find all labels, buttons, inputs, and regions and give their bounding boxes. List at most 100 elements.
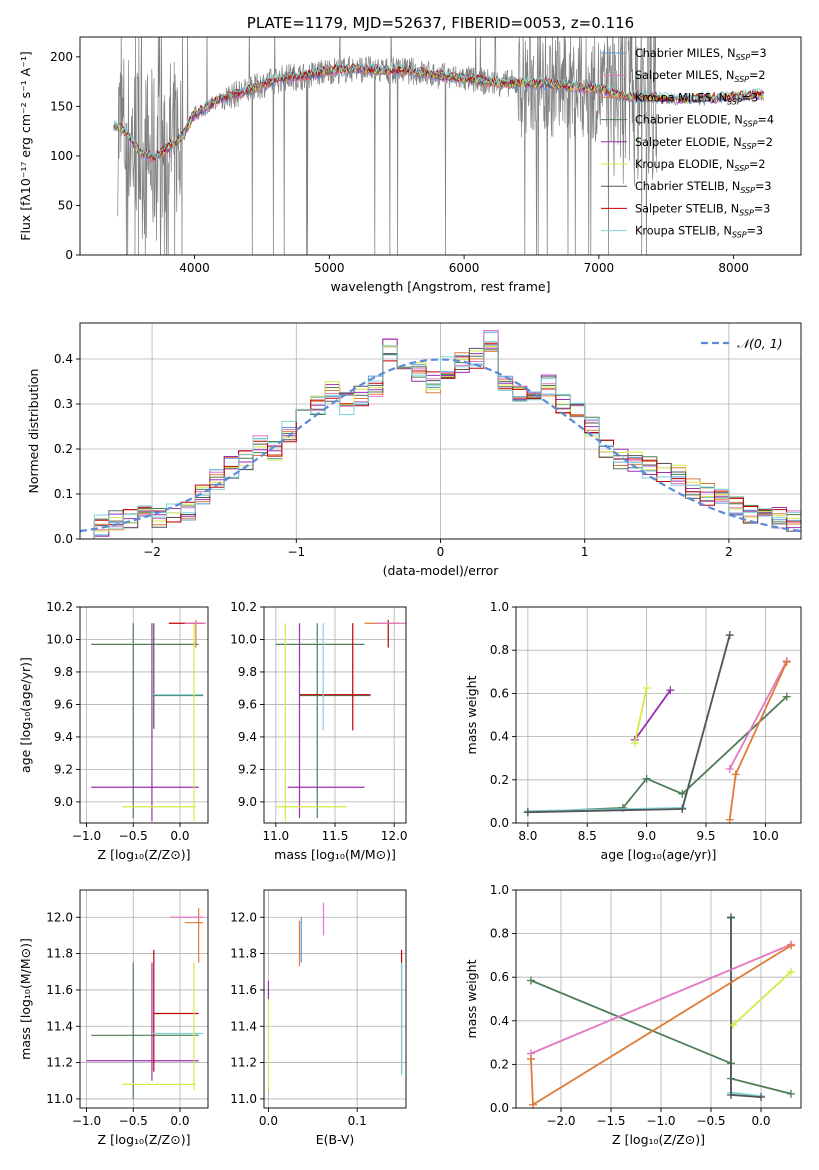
y-axis-label: Normed distribution — [26, 369, 41, 494]
x-tick-label: 11.5 — [322, 829, 349, 843]
y-axis-label: Flux [fλ10⁻¹⁷ erg cm⁻² s⁻¹ A⁻¹] — [18, 51, 33, 240]
x-axis-label: Z [log₁₀(Z/Z⊙)] — [98, 847, 191, 862]
x-tick-label: −1.0 — [72, 1114, 101, 1128]
residuals-panel: 𝒩(0, 1) −2 −1 0 1 2 0.0 0.1 0.2 0.3 0.4 (data-model… — [26, 322, 802, 578]
axes-frame — [263, 889, 407, 1109]
model-spectrum-line — [113, 62, 765, 158]
mass-vs-ebv-panel: 0.0 0.1 11.0 11.2 11.4 11.6 11.8 12.0 E(B-V) — [230, 889, 407, 1147]
mass-vs-Z-panel: −1.0 −0.5 0.0 11.0 11.2 11.4 11.6 11.8 12.0 Z [lo… — [18, 889, 209, 1147]
mass-weight-point — [787, 967, 795, 976]
y-tick-label: 11.4 — [230, 1019, 257, 1033]
mass-weight-series-line — [527, 634, 731, 812]
y-tick-label: 9.0 — [54, 795, 73, 809]
y-tick-label: 11.2 — [230, 1056, 257, 1070]
x-tick-label: −1.5 — [596, 1114, 625, 1128]
y-tick-label: 9.8 — [238, 665, 257, 679]
y-tick-label: 9.2 — [54, 762, 73, 776]
y-axis-label: mass weight — [464, 675, 479, 754]
x-tick-label: 8000 — [718, 261, 749, 275]
y-tick-label: 0.2 — [54, 442, 73, 456]
legend-label: Kroupa STELIB, NSSP=3 — [635, 225, 763, 240]
y-tick-label: 0 — [65, 248, 73, 262]
x-tick-label: 0.0 — [259, 1114, 278, 1128]
x-axis-label: mass [log₁₀(M/M⊙)] — [274, 847, 396, 862]
x-tick-label: −2 — [143, 545, 161, 559]
y-tick-label: 9.0 — [238, 795, 257, 809]
y-tick-label: 0.8 — [490, 643, 509, 657]
x-tick-label: 6000 — [449, 261, 480, 275]
x-tick-label: 7000 — [584, 261, 615, 275]
normal-reference-line — [80, 358, 801, 533]
y-tick-label: 100 — [50, 149, 73, 163]
x-axis-label: age [log₁₀(age/yr)] — [601, 847, 717, 862]
mass-weight-point — [782, 692, 791, 701]
y-tick-label: 1.0 — [490, 600, 509, 614]
mass-weight-series-line — [527, 695, 788, 814]
histogram-step-line — [80, 341, 801, 539]
y-tick-label: 9.6 — [54, 697, 73, 711]
x-tick-label: −0.5 — [696, 1114, 725, 1128]
mass-weight-point — [630, 739, 639, 748]
x-tick-label: 5000 — [314, 261, 345, 275]
mass-weight-series-line — [730, 917, 762, 1098]
model-spectrum-line — [113, 62, 765, 162]
x-tick-label: 10.0 — [752, 829, 779, 843]
x-tick-label: 0.0 — [170, 829, 189, 843]
y-tick-label: 11.8 — [46, 947, 73, 961]
mass-weight-point — [757, 1093, 765, 1102]
x-tick-label: 4000 — [179, 261, 210, 275]
mass-weight-series-line — [530, 943, 792, 1055]
legend-label: Chabrier MILES, NSSP=3 — [635, 47, 767, 62]
x-tick-label: 9.5 — [696, 829, 715, 843]
y-tick-label: 12.0 — [230, 910, 257, 924]
legend-label: 𝒩(0, 1) — [737, 336, 783, 351]
y-tick-label: 50 — [58, 198, 73, 212]
y-tick-label: 10.2 — [230, 600, 257, 614]
mass-weight-series-line — [730, 918, 762, 1097]
y-axis-label: mass weight — [464, 959, 479, 1038]
legend-label: Kroupa ELODIE, NSSP=2 — [635, 158, 766, 173]
axes-frame — [79, 36, 802, 256]
legend-label: Kroupa MILES, NSSP=3 — [635, 91, 758, 106]
y-tick-label: 0.2 — [490, 773, 509, 787]
legend-label: Chabrier STELIB, NSSP=3 — [635, 180, 772, 195]
y-tick-label: 0.6 — [490, 686, 509, 700]
observed-spectrum-line — [117, 37, 658, 255]
x-tick-label: 2 — [725, 545, 733, 559]
mass-weight-point — [725, 815, 734, 824]
y-tick-label: 150 — [50, 99, 73, 113]
legend-label: Salpeter MILES, NSSP=2 — [635, 69, 766, 84]
spectrum-panel: Chabrier MILES, NSSP=3 Salpeter MILES, NS… — [18, 14, 802, 294]
mass-weight-point — [529, 1100, 537, 1109]
mass-weight-series-line — [633, 687, 648, 744]
y-tick-label: 11.6 — [46, 983, 73, 997]
y-tick-label: 0.4 — [490, 730, 509, 744]
y-tick-label: 9.4 — [238, 730, 257, 744]
mass-weight-point — [678, 804, 687, 813]
age-vs-Z-panel: −1.0 −0.5 0.0 9.0 9.2 9.4 9.6 9.8 10.0 10.2 Z [log… — [18, 600, 209, 862]
y-tick-label: 12.0 — [46, 910, 73, 924]
model-spectrum-line — [113, 63, 765, 161]
mass-weight-point — [725, 631, 734, 640]
mass-weight-point — [527, 1054, 535, 1063]
x-axis-label: Z [log₁₀(Z/Z⊙)] — [612, 1132, 705, 1147]
x-tick-label: −1.0 — [646, 1114, 675, 1128]
x-tick-label: 0.1 — [348, 1114, 367, 1128]
mass-weight-series-line — [527, 634, 731, 814]
mass-weight-point — [731, 770, 740, 779]
x-tick-label: 0 — [437, 545, 445, 559]
y-tick-label: 0.2 — [490, 1057, 509, 1071]
legend-label: Salpeter STELIB, NSSP=3 — [635, 202, 770, 217]
mass-weight-point — [727, 913, 735, 922]
x-tick-label: −0.5 — [119, 829, 148, 843]
y-tick-label: 11.6 — [230, 983, 257, 997]
y-tick-label: 0.1 — [54, 487, 73, 501]
x-tick-label: 12.0 — [381, 829, 408, 843]
y-tick-label: 0.6 — [490, 970, 509, 984]
x-tick-label: 9.0 — [637, 829, 656, 843]
mass-weight-point — [642, 684, 651, 692]
x-tick-label: −0.5 — [119, 1114, 148, 1128]
x-axis-label: wavelength [Angstrom, rest frame] — [330, 279, 550, 294]
x-axis-label: Z [log₁₀(Z/Z⊙)] — [98, 1132, 191, 1147]
